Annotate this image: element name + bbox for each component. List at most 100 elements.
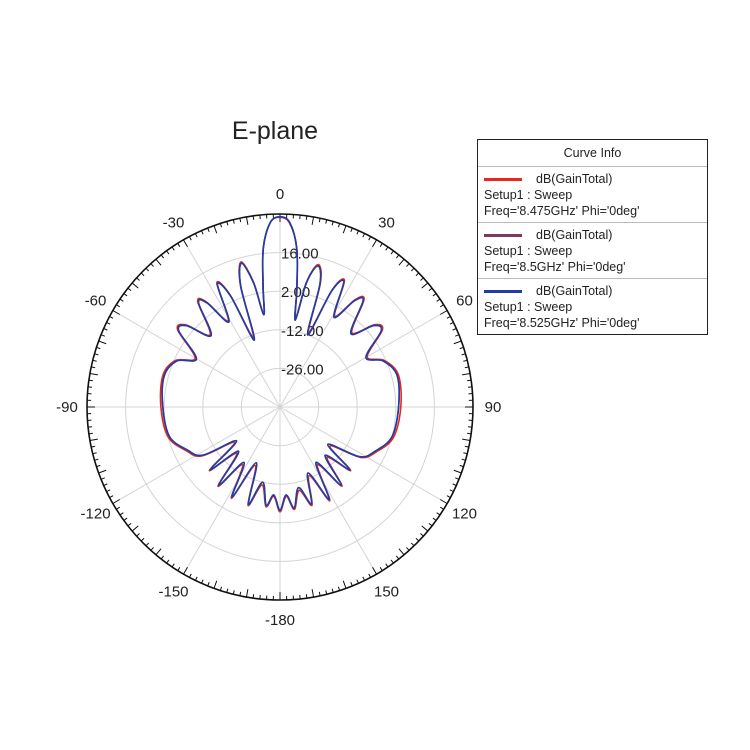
angle-tick bbox=[440, 506, 444, 510]
polar-grid bbox=[86, 213, 474, 601]
angle-tick bbox=[464, 366, 469, 369]
angle-tick bbox=[112, 310, 121, 315]
angle-tick bbox=[100, 334, 105, 337]
angle-tick bbox=[390, 559, 394, 564]
chart-title: E-plane bbox=[232, 117, 318, 145]
angle-tick bbox=[368, 573, 372, 578]
angle-tick-label: 30 bbox=[378, 215, 395, 232]
angle-tick bbox=[177, 243, 181, 247]
angle-tick bbox=[421, 282, 429, 289]
angle-tick-labels: 0 30 60 90 120 150 -180 -150 -120 -90 -60 -30 bbox=[56, 186, 501, 629]
angle-tick bbox=[420, 533, 424, 537]
angle-tick bbox=[390, 250, 394, 255]
angle-tick-label: -150 bbox=[158, 583, 188, 600]
angle-tick bbox=[103, 328, 108, 331]
angle-tick bbox=[239, 218, 242, 223]
legend-setup: Setup1 : Sweep bbox=[484, 188, 573, 202]
legend-swatch-red bbox=[484, 177, 522, 181]
angle-tick bbox=[106, 321, 111, 325]
angle-tick bbox=[459, 346, 464, 350]
angle-tick bbox=[331, 588, 334, 593]
angle-tick bbox=[372, 566, 377, 575]
angle-tick bbox=[188, 236, 192, 241]
angle-tick-label: -60 bbox=[85, 293, 107, 310]
angle-tick bbox=[398, 258, 405, 266]
legend-entry: dB(GainTotal) Setup1 : Sweep Freq='8.5GH… bbox=[478, 223, 707, 279]
angle-tick bbox=[103, 483, 108, 486]
angle-tick-label: 90 bbox=[485, 399, 502, 416]
angle-tick bbox=[94, 458, 99, 461]
angle-tick bbox=[98, 469, 107, 474]
angle-tick bbox=[337, 586, 341, 591]
angle-tick bbox=[98, 340, 107, 345]
angle-tick bbox=[155, 258, 162, 266]
angle-tick bbox=[109, 315, 114, 319]
angle-tick bbox=[449, 321, 454, 325]
angle-tick bbox=[145, 267, 150, 272]
angle-tick bbox=[453, 340, 462, 345]
angle-tick bbox=[226, 588, 229, 593]
angle-tick bbox=[219, 586, 223, 591]
angle-tick bbox=[318, 591, 321, 596]
angle-tick bbox=[100, 477, 105, 480]
legend-series-name: dB(GainTotal) bbox=[536, 172, 613, 186]
angle-tick bbox=[160, 555, 165, 560]
angle-tick bbox=[201, 230, 204, 235]
angle-tick bbox=[420, 277, 424, 281]
angle-tick bbox=[350, 582, 353, 587]
angle-tick bbox=[379, 243, 383, 247]
angle-tick bbox=[245, 589, 249, 598]
angle-tick bbox=[446, 315, 451, 319]
angle-tick bbox=[119, 298, 124, 302]
angle-tick bbox=[356, 579, 359, 584]
angle-tick bbox=[461, 458, 466, 461]
angle-tick bbox=[252, 215, 255, 220]
angle-tick bbox=[194, 576, 198, 581]
angle-tick-label: 120 bbox=[452, 506, 477, 523]
grid-spoke bbox=[279, 406, 377, 575]
angle-tick bbox=[395, 254, 400, 259]
angle-tick bbox=[432, 517, 437, 521]
radial-tick-label: 16.00 bbox=[281, 246, 319, 263]
angle-tick bbox=[305, 594, 308, 599]
angle-tick bbox=[145, 542, 150, 547]
angle-tick bbox=[428, 522, 433, 527]
legend-series-name: dB(GainTotal) bbox=[536, 284, 613, 298]
angle-tick bbox=[337, 223, 341, 228]
grid-ring bbox=[163, 290, 397, 524]
angle-tick bbox=[88, 432, 93, 435]
angle-tick bbox=[372, 239, 377, 248]
angle-tick bbox=[127, 287, 132, 292]
angle-tick bbox=[183, 239, 188, 248]
angle-tick bbox=[311, 216, 315, 225]
angle-tick bbox=[311, 589, 315, 598]
angle-tick bbox=[171, 563, 175, 568]
angle-tick bbox=[406, 547, 410, 551]
legend-entry: dB(GainTotal) Setup1 : Sweep Freq='8.475… bbox=[478, 167, 707, 223]
legend-setup: Setup1 : Sweep bbox=[484, 300, 573, 314]
angle-tick bbox=[91, 366, 96, 369]
angle-tick bbox=[325, 219, 328, 224]
angle-tick bbox=[140, 272, 145, 277]
angle-tick bbox=[94, 353, 99, 356]
angle-tick bbox=[362, 233, 366, 238]
angle-tick bbox=[213, 225, 218, 234]
angle-tick bbox=[136, 277, 140, 281]
angle-tick bbox=[123, 517, 128, 521]
angle-tick bbox=[166, 250, 170, 255]
legend-title: Curve Info bbox=[478, 140, 707, 167]
grid-spoke bbox=[279, 239, 377, 408]
radial-tick-label: -26.00 bbox=[281, 361, 324, 378]
angle-tick bbox=[379, 567, 383, 571]
angle-tick bbox=[368, 236, 372, 241]
grid-spoke bbox=[183, 239, 281, 408]
angle-tick bbox=[463, 452, 468, 455]
grid-ring bbox=[240, 367, 320, 447]
angle-tick bbox=[207, 582, 210, 587]
angle-tick bbox=[109, 495, 114, 499]
angle-tick bbox=[415, 537, 420, 542]
angle-tick bbox=[155, 548, 162, 556]
curves bbox=[159, 216, 402, 513]
angle-tick bbox=[177, 567, 181, 571]
angle-tick bbox=[123, 293, 128, 297]
